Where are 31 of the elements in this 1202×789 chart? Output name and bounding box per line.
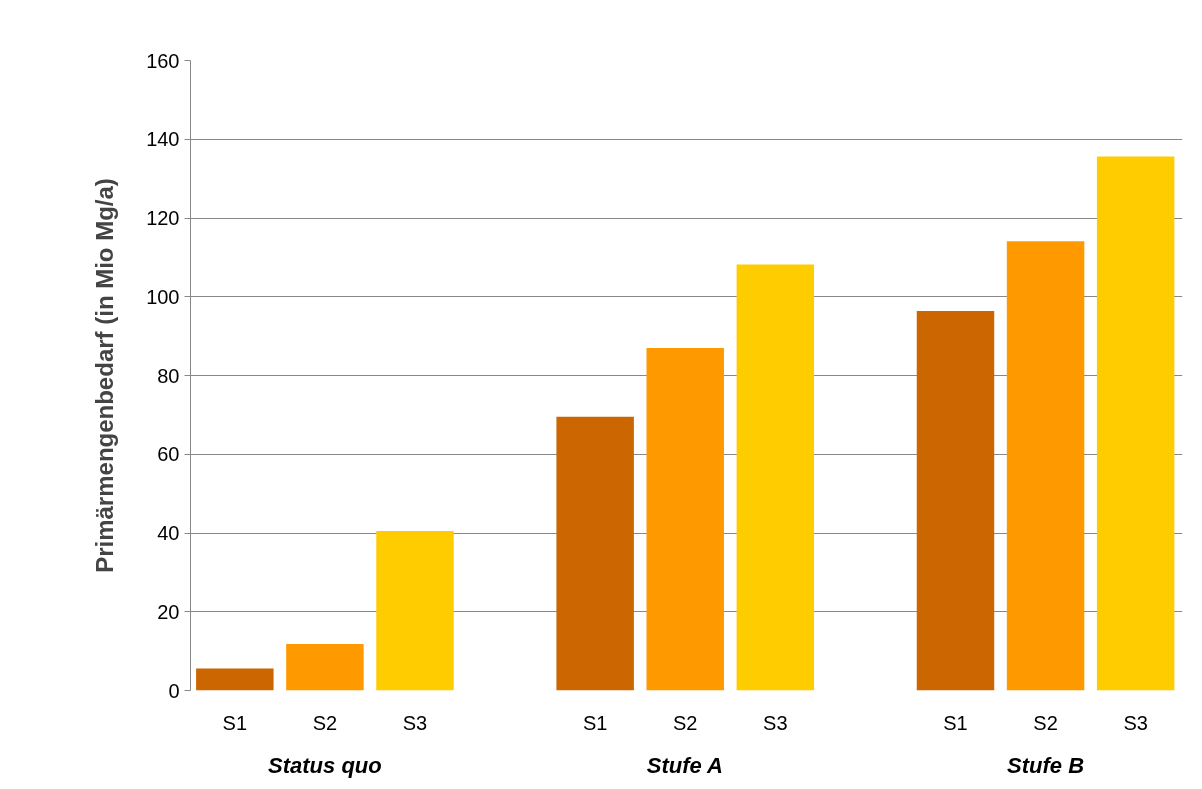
bar (916, 310, 995, 691)
bar (376, 531, 454, 691)
y-tick-label: 20 (157, 600, 180, 623)
text: S2 (673, 711, 698, 734)
bar (196, 668, 274, 691)
y-tick-label: 100 (146, 285, 180, 308)
x-tick-label: Stufe B (1007, 752, 1085, 778)
y-tick-label: 60 (157, 443, 180, 466)
series-label: S1 (222, 711, 248, 734)
bar (1096, 156, 1175, 691)
y-tick-label: 40 (157, 522, 180, 544)
y-axis-title: Primärmengenbedarf (in Mio Mg/a) (91, 178, 119, 573)
series-label: S2 (312, 711, 338, 734)
bar (736, 264, 815, 691)
text: S3 (1123, 711, 1148, 734)
y-tick-label: 0 (168, 679, 180, 702)
bar (1006, 241, 1085, 691)
series-label: S3 (402, 711, 428, 734)
y-tick-label: 120 (146, 207, 180, 229)
text: S1 (582, 711, 608, 734)
bar (646, 347, 724, 691)
text: S3 (763, 711, 788, 734)
y-tick-label: 140 (146, 128, 180, 151)
x-tick-label: Stufe A (646, 752, 723, 778)
y-tick-label: 160 (146, 49, 180, 72)
text: S2 (1033, 711, 1058, 734)
bar (556, 416, 634, 691)
x-tick-label: Status quo (268, 752, 382, 778)
bar (286, 644, 364, 691)
y-tick-label: 80 (157, 364, 180, 387)
text: S1 (943, 711, 968, 734)
